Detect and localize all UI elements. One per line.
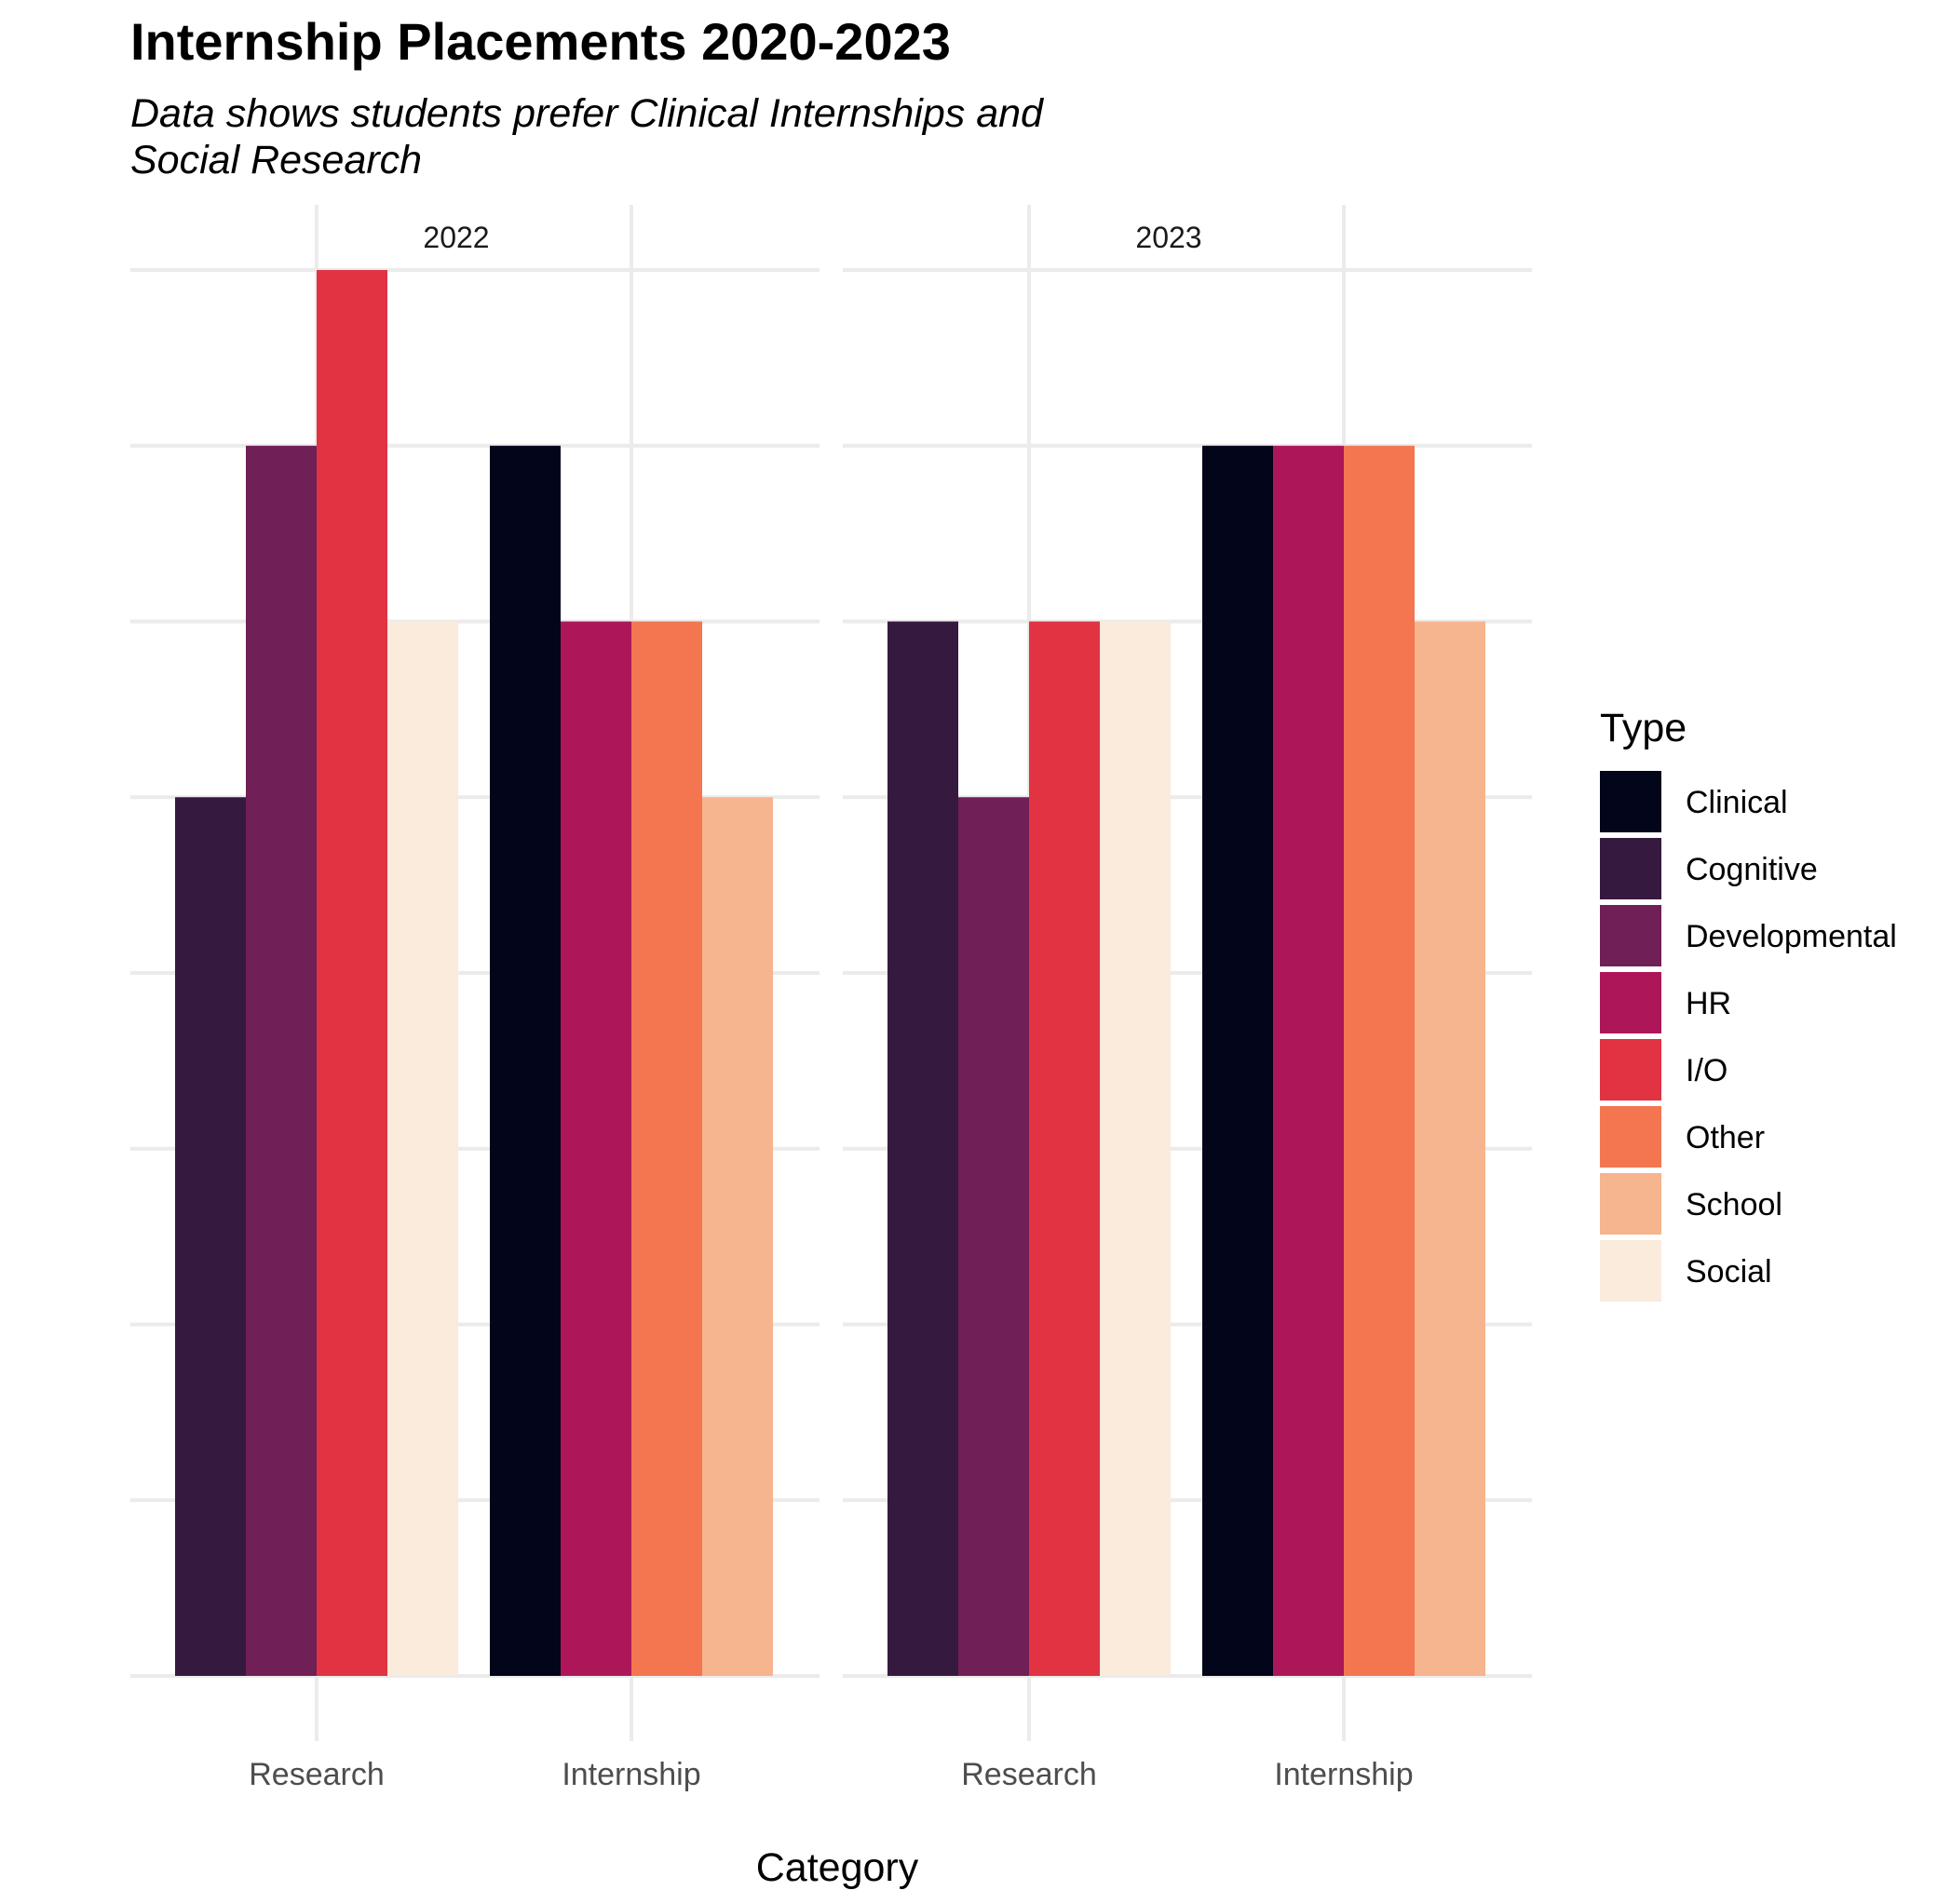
- legend-label-cognitive: Cognitive: [1686, 852, 1818, 887]
- bar-2023-internship-other: [1344, 445, 1415, 1676]
- bar-2022-internship-hr: [561, 621, 631, 1676]
- x-tick-label-internship: Internship: [562, 1757, 700, 1792]
- legend-key-developmental: [1600, 905, 1661, 966]
- legend-item-i-o: I/O: [1600, 1039, 1727, 1101]
- x-tick-label-research: Research: [961, 1757, 1097, 1792]
- bar-2023-research-i-o: [1029, 621, 1100, 1676]
- legend-item-cognitive: Cognitive: [1600, 838, 1818, 899]
- legend-label-school: School: [1686, 1187, 1782, 1222]
- x-axis-title: Category: [756, 1845, 919, 1890]
- bar-2023-research-social: [1100, 621, 1171, 1676]
- bar-2023-research-cognitive: [887, 621, 958, 1676]
- legend-item-social: Social: [1600, 1240, 1772, 1302]
- panel-2023: 2023 Research Internship: [843, 205, 1532, 1792]
- legend-key-cognitive: [1600, 838, 1661, 899]
- bar-2022-research-cognitive: [175, 797, 246, 1676]
- bar-2022-research-social: [387, 621, 458, 1676]
- legend-item-developmental: Developmental: [1600, 905, 1897, 966]
- legend: Type Clinical Cognitive Developmental HR I/O…: [1600, 706, 1897, 1302]
- bar-2023-internship-school: [1415, 621, 1485, 1676]
- bar-2022-internship-other: [631, 621, 702, 1676]
- legend-key-other: [1600, 1106, 1661, 1168]
- panel-2022: 2022 Research Internship: [130, 205, 820, 1792]
- facet-label-2022: 2022: [423, 221, 489, 254]
- legend-label-developmental: Developmental: [1686, 919, 1897, 954]
- bar-2022-internship-clinical: [490, 445, 561, 1676]
- legend-key-clinical: [1600, 771, 1661, 832]
- facet-label-2023: 2023: [1135, 221, 1201, 254]
- chart-panels: 2022 Research Internship 2023 Research Intern…: [130, 205, 1532, 1792]
- legend-key-i-o: [1600, 1039, 1661, 1101]
- x-tick-label-internship: Internship: [1274, 1757, 1413, 1792]
- legend-item-school: School: [1600, 1173, 1782, 1235]
- legend-item-other: Other: [1600, 1106, 1765, 1168]
- legend-items: Clinical Cognitive Developmental HR I/O Other…: [1600, 771, 1897, 1302]
- legend-item-clinical: Clinical: [1600, 771, 1788, 832]
- legend-key-school: [1600, 1173, 1661, 1235]
- legend-title: Type: [1600, 706, 1687, 750]
- chart-subtitle-line-1: Data shows students prefer Clinical Inte…: [130, 91, 1045, 136]
- legend-label-social: Social: [1686, 1254, 1772, 1290]
- bar-2023-research-developmental: [958, 797, 1029, 1676]
- legend-label-clinical: Clinical: [1686, 785, 1788, 820]
- legend-label-i-o: I/O: [1686, 1053, 1727, 1088]
- bar-2022-internship-school: [702, 797, 773, 1676]
- bar-2022-research-i-o: [317, 270, 387, 1676]
- bar-2023-internship-hr: [1273, 445, 1344, 1676]
- legend-item-hr: HR: [1600, 972, 1731, 1033]
- legend-key-hr: [1600, 972, 1661, 1033]
- x-tick-label-research: Research: [249, 1757, 385, 1792]
- bar-2023-internship-clinical: [1202, 445, 1273, 1676]
- legend-key-social: [1600, 1240, 1661, 1302]
- chart-subtitle-line-2: Social Research: [130, 138, 422, 182]
- legend-label-hr: HR: [1686, 986, 1731, 1021]
- chart-title: Internship Placements 2020-2023: [130, 12, 951, 71]
- bar-2022-research-developmental: [246, 445, 317, 1676]
- legend-label-other: Other: [1686, 1120, 1765, 1155]
